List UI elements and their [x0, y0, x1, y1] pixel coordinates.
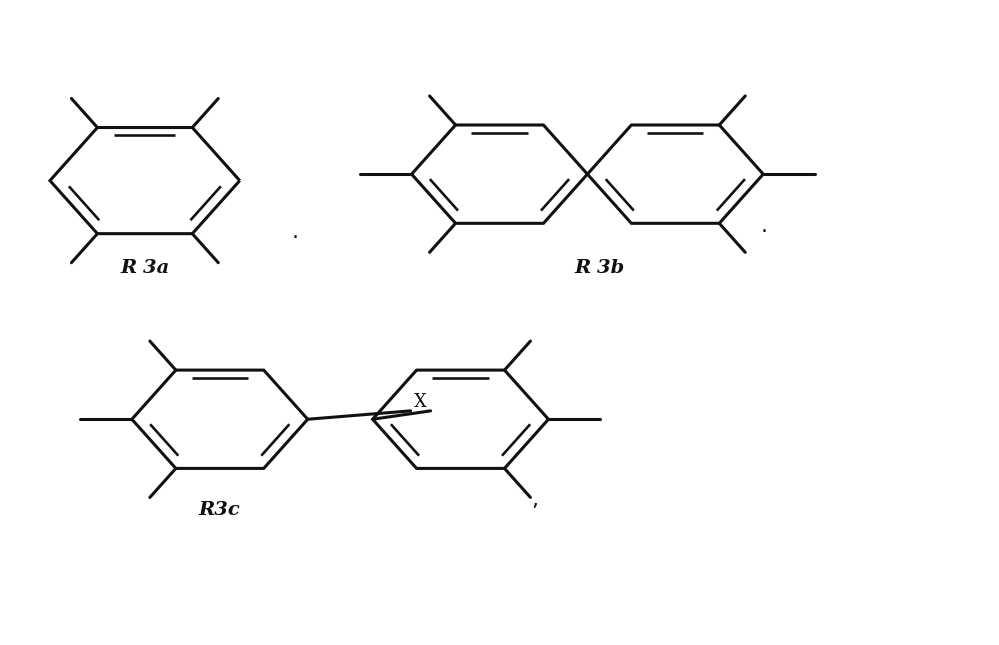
Text: X: X: [415, 393, 427, 412]
Text: .: .: [291, 222, 299, 243]
Text: .: .: [760, 215, 768, 236]
Text: R3c: R3c: [199, 501, 241, 519]
Text: R 3b: R 3b: [574, 259, 624, 277]
Text: ,: ,: [530, 490, 538, 510]
Text: R 3a: R 3a: [120, 259, 170, 277]
